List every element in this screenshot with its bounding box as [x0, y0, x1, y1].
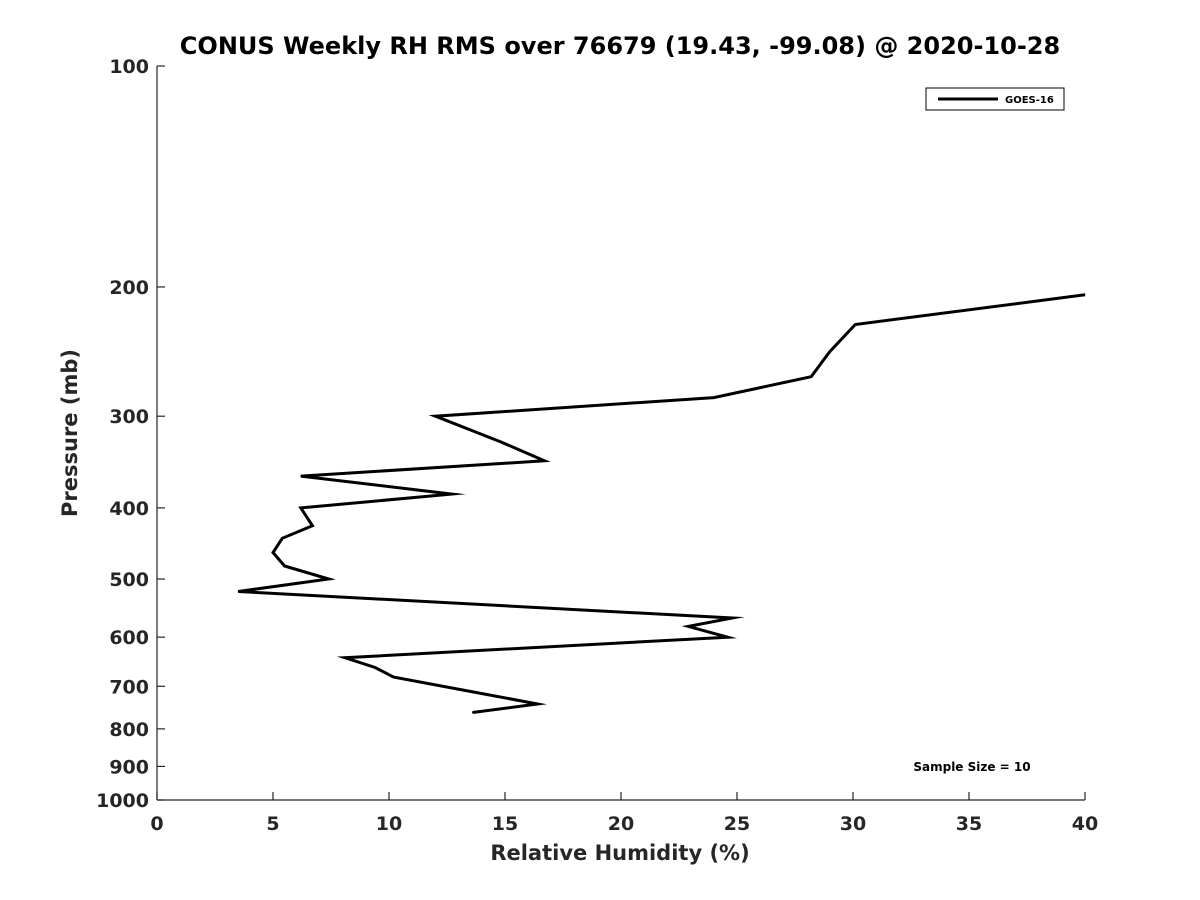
- legend: GOES-16: [925, 87, 1065, 111]
- data-point: [854, 324, 856, 325]
- data-point: [829, 351, 831, 353]
- legend-entry-label: GOES-16: [1005, 95, 1054, 106]
- data-point: [281, 537, 283, 539]
- x-tick-label: 20: [608, 813, 634, 835]
- y-tick-label: 500: [109, 569, 149, 591]
- data-point: [537, 703, 538, 705]
- data-point: [810, 376, 812, 378]
- data-point: [479, 692, 480, 694]
- data-point: [311, 525, 313, 527]
- data-point: [499, 441, 501, 443]
- y-axis-label: Pressure (mb): [58, 349, 82, 517]
- data-point: [727, 636, 729, 638]
- series-layer: [237, 293, 1086, 714]
- data-point: [451, 493, 453, 495]
- y-tick-label: 600: [109, 627, 149, 649]
- data-point: [393, 676, 395, 678]
- x-axis: 0 5 10 15 20 25 30 35 40: [150, 792, 1098, 835]
- x-tick-label: 30: [840, 813, 866, 835]
- data-point: [543, 460, 545, 462]
- data-point: [434, 415, 436, 417]
- y-tick-label: 300: [109, 406, 149, 428]
- x-tick-label: 0: [150, 813, 163, 835]
- y-tick-label: 900: [109, 756, 149, 778]
- y-tick-label: 800: [109, 719, 149, 741]
- x-tick-label: 40: [1072, 813, 1098, 835]
- data-point: [300, 475, 302, 477]
- y-tick-label: 1000: [96, 790, 149, 812]
- plot-area: 0 5 10 15 20 25 30 35 40 100 200 300 400 500 600 700 80…: [96, 56, 1098, 835]
- x-tick-label: 35: [956, 813, 982, 835]
- data-point: [272, 552, 274, 553]
- y-tick-label: 700: [109, 676, 149, 698]
- data-point: [237, 591, 239, 592]
- x-tick-label: 15: [492, 813, 518, 835]
- series-line-goes-16: [237, 293, 1086, 714]
- data-point: [300, 507, 302, 509]
- data-point: [374, 667, 376, 668]
- y-tick-label: 100: [109, 56, 149, 78]
- y-axis: 100 200 300 400 500 600 700 800 900 1000: [96, 56, 165, 812]
- data-point: [472, 712, 473, 713]
- data-point: [328, 578, 330, 580]
- x-tick-label: 10: [376, 813, 402, 835]
- data-point: [344, 657, 346, 659]
- x-tick-label: 25: [724, 813, 750, 835]
- x-axis-label: Relative Humidity (%): [490, 841, 749, 865]
- y-tick-label: 400: [109, 498, 149, 520]
- chart-title: CONUS Weekly RH RMS over 76679 (19.43, -…: [180, 32, 1060, 60]
- data-point: [1084, 294, 1086, 296]
- sample-size-annotation: Sample Size = 10: [913, 760, 1030, 774]
- data-point: [731, 617, 733, 619]
- y-tick-label: 200: [109, 277, 149, 299]
- data-point: [284, 565, 286, 567]
- x-tick-label: 5: [266, 813, 279, 835]
- data-point: [713, 397, 715, 399]
- data-point: [687, 625, 689, 627]
